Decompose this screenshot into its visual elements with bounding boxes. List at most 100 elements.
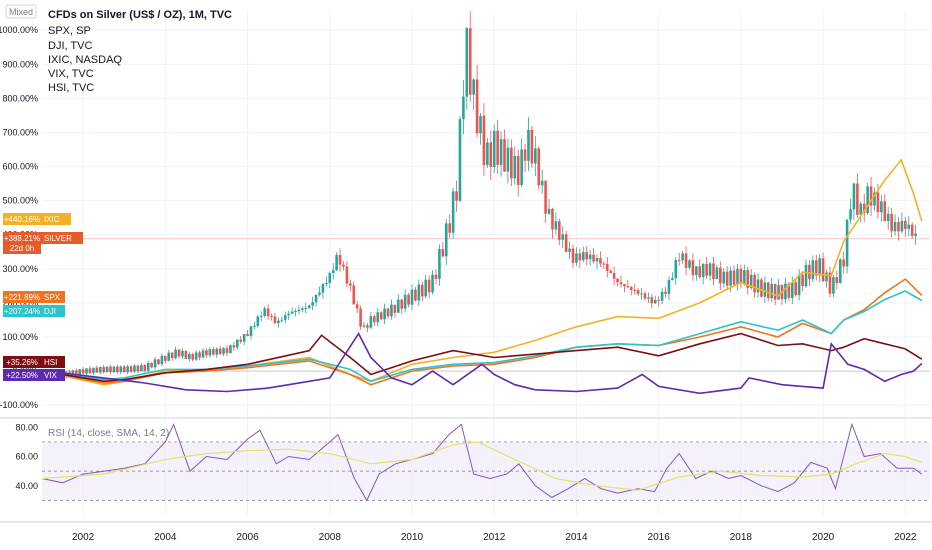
silver-candle: [794, 282, 798, 296]
legend-line-5[interactable]: VIX, TVC: [48, 68, 94, 80]
silver-candle: [393, 304, 397, 313]
silver-candle: [396, 299, 400, 313]
price-pane[interactable]: -100.00%0.00%100.00%200.00%300.00%400.00…: [0, 10, 930, 515]
silver-candle: [355, 304, 359, 309]
series-line-ixic[interactable]: [41, 158, 923, 386]
silver-candle: [797, 274, 801, 296]
silver-candle: [856, 183, 859, 215]
rsi-line-rsi[interactable]: [41, 422, 923, 502]
silver-candle: [640, 293, 643, 295]
silver-candle: [520, 149, 523, 185]
silver-candle: [513, 156, 517, 179]
silver-candle: [198, 352, 201, 358]
silver-candle: [109, 366, 112, 373]
price-tag-name: DJI: [44, 307, 56, 316]
silver-candle: [225, 348, 229, 354]
price-tag-name: SPX: [44, 293, 61, 302]
main-grid: [42, 10, 930, 515]
silver-candle: [451, 191, 455, 233]
rsi-line-sma[interactable]: [41, 441, 923, 491]
rsi-label[interactable]: RSI (14, close, SMA, 14, 2): [48, 428, 169, 439]
price-tag-value-bg: [3, 356, 41, 368]
silver-candle: [790, 282, 794, 298]
silver-candle: [366, 325, 369, 328]
silver-candle: [188, 354, 191, 359]
y-tick-label: 300.00%: [2, 264, 38, 274]
silver-candle: [417, 284, 421, 301]
silver-candle: [301, 308, 304, 310]
x-tick-label: 2012: [483, 532, 506, 543]
x-tick-label: 2022: [894, 532, 917, 543]
silver-candle: [441, 249, 445, 257]
silver-candle: [438, 249, 441, 279]
silver-candle: [325, 282, 328, 284]
y-tick-label: 100.00%: [2, 332, 38, 342]
silver-candle: [191, 354, 195, 360]
silver-candle: [540, 180, 544, 186]
silver-candle: [164, 355, 167, 361]
price-tag-silver[interactable]: +388.21% SILVER 22d 0h: [3, 232, 83, 254]
price-tag-value-bg: [3, 369, 41, 381]
silver-candle: [873, 192, 876, 206]
series-line-vix[interactable]: [41, 332, 923, 395]
x-tick-label: 2018: [730, 532, 753, 543]
silver-candle: [787, 283, 791, 298]
legend-line-1[interactable]: CFDs on Silver (US$ / OZ), 1M, TVC: [48, 9, 232, 21]
x-tick-label: 2020: [812, 532, 835, 543]
silver-candle: [749, 274, 753, 288]
x-tick-label: 2008: [319, 532, 342, 543]
silver-candle: [739, 268, 743, 284]
silver-candle: [85, 368, 88, 374]
silver-candle: [558, 221, 561, 240]
silver-candle: [222, 348, 225, 354]
legend-line-3[interactable]: DJI, TVC: [48, 40, 92, 52]
price-tag-value: +221.89%: [4, 293, 40, 302]
silver-candle: [756, 279, 760, 293]
silver-candle: [215, 348, 219, 355]
silver-candle: [914, 233, 917, 236]
silver-candle: [246, 334, 249, 336]
silver-candle: [592, 254, 595, 262]
silver-candle: [122, 366, 126, 373]
legend-line-2[interactable]: SPX, SP: [48, 25, 91, 37]
price-tag-dji[interactable]: +207.24% DJI: [3, 305, 65, 317]
rsi-pane[interactable]: 40.00 60.00 80.00: [15, 422, 930, 502]
series-line-hsi[interactable]: [41, 332, 923, 383]
silver-candle: [232, 345, 236, 348]
silver-candle: [239, 339, 243, 342]
silver-candle: [359, 308, 362, 327]
silver-candle: [588, 254, 592, 260]
silver-candle: [715, 267, 719, 279]
price-tag-name-bg: [41, 291, 65, 303]
silver-candle: [181, 350, 184, 357]
silver-candle: [612, 273, 616, 279]
price-tag-spx[interactable]: +221.89% SPX: [3, 291, 65, 303]
silver-candle: [719, 267, 722, 284]
silver-candle: [619, 282, 623, 285]
legend-line-4[interactable]: IXIC, NASDAQ: [48, 54, 122, 66]
x-tick-label: 2016: [648, 532, 671, 543]
legend-line-6[interactable]: HSI, TVC: [48, 82, 94, 94]
price-tag-ixic[interactable]: +440.16% IXIC: [3, 213, 71, 225]
silver-candle: [821, 258, 825, 282]
silver-candle: [304, 307, 308, 309]
silver-candle: [407, 294, 410, 305]
silver-candle: [571, 248, 575, 263]
silver-candle: [229, 345, 232, 354]
silver-candle: [314, 294, 318, 303]
silver-candle: [544, 180, 547, 214]
rsi-y-axis: 40.00 60.00 80.00: [15, 422, 38, 490]
series-line-dji[interactable]: [41, 290, 923, 383]
silver-candle: [352, 285, 356, 305]
silver-candle: [561, 234, 565, 240]
price-tag-hsi[interactable]: +35.26% HSI: [3, 356, 65, 368]
price-tag-vix[interactable]: +22.50% VIX: [3, 369, 65, 381]
price-tag-value: +388.21%: [4, 234, 40, 243]
silver-candle: [845, 219, 849, 267]
scale-badge-label: Mixed: [9, 7, 33, 17]
scale-badge[interactable]: [5, 4, 37, 19]
silver-candle: [253, 325, 256, 327]
silver-candle: [349, 283, 352, 286]
silver-candle: [698, 266, 702, 278]
